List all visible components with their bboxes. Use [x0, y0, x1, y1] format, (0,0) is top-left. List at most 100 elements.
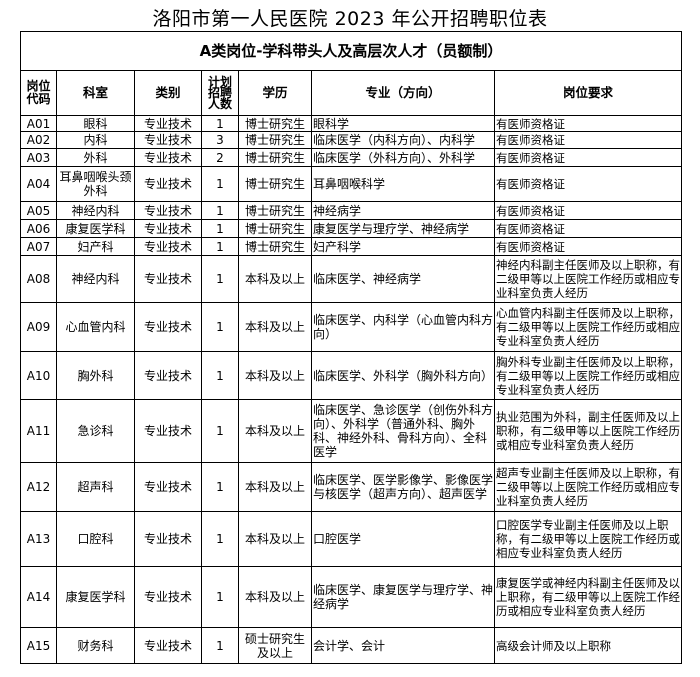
cell-edu: 本科及以上	[238, 462, 312, 512]
cell-code: A11	[20, 399, 57, 463]
cell-req: 执业范围为外科，副主任医师及以上职称，有二级甲等以上医院工作经历或相应专业科室负…	[493, 399, 683, 463]
cell-req: 神经内科副主任医师及以上职称，有二级甲等以上医院工作经历或相应专业科室负责人经历	[493, 255, 683, 303]
cell-edu: 本科及以上	[238, 302, 312, 352]
cell-req: 有医师资格证	[493, 148, 683, 167]
cell-edu: 博士研究生	[238, 166, 312, 202]
cell-type: 专业技术	[134, 131, 202, 149]
cell-major: 眼科学	[311, 115, 495, 132]
cell-count: 1	[201, 115, 239, 132]
cell-type: 专业技术	[134, 166, 202, 202]
cell-count: 1	[201, 399, 239, 463]
table-row: A06 康复医学科 专业技术 1 博士研究生 康复医学与理疗学、神经病学 有医师资格证	[20, 219, 683, 238]
cell-code: A06	[20, 219, 57, 238]
header-dept: 科室	[56, 70, 135, 116]
cell-edu: 博士研究生	[238, 237, 312, 256]
cell-type: 专业技术	[134, 566, 202, 628]
header-count: 计划招聘人数	[201, 70, 239, 116]
cell-code: A10	[20, 351, 57, 400]
table-row: A14 康复医学科 专业技术 1 本科及以上 临床医学、康复医学与理疗学、神经病学 康复医学…	[20, 566, 683, 628]
cell-req: 有医师资格证	[493, 237, 683, 256]
cell-type: 专业技术	[134, 462, 202, 512]
cell-dept: 超声科	[56, 462, 135, 512]
table-row: A11 急诊科 专业技术 1 本科及以上 临床医学、急诊医学（创伤外科方向）、外科学（普通…	[20, 399, 683, 463]
cell-code: A03	[20, 148, 57, 167]
header-edu: 学历	[238, 70, 312, 116]
cell-edu: 博士研究生	[238, 115, 312, 132]
cell-major: 耳鼻咽喉科学	[311, 166, 495, 202]
table-row: A09 心血管内科 专业技术 1 本科及以上 临床医学、内科学（心血管内科方向） 心血管内科…	[20, 302, 683, 352]
cell-edu: 硕士研究生及以上	[238, 627, 312, 664]
page-title: 洛阳市第一人民医院 2023 年公开招聘职位表	[152, 8, 548, 30]
cell-major: 临床医学、内科学（心血管内科方向）	[311, 302, 495, 352]
header-row: 岗位代码 科室 类别 计划招聘人数 学历 专业（方向） 岗位要求	[20, 70, 683, 116]
cell-code: A07	[20, 237, 57, 256]
cell-dept: 财务科	[56, 627, 135, 664]
table-row: A01 眼科 专业技术 1 博士研究生 眼科学 有医师资格证	[20, 115, 683, 132]
cell-type: 专业技术	[134, 511, 202, 567]
cell-edu: 博士研究生	[238, 201, 312, 220]
cell-req: 有医师资格证	[493, 131, 683, 149]
cell-code: A15	[20, 627, 57, 664]
cell-type: 专业技术	[134, 115, 202, 132]
cell-major: 神经病学	[311, 201, 495, 220]
cell-edu: 本科及以上	[238, 351, 312, 400]
cell-code: A14	[20, 566, 57, 628]
cell-major: 临床医学、康复医学与理疗学、神经病学	[311, 566, 495, 628]
table-row: A05 神经内科 专业技术 1 博士研究生 神经病学 有医师资格证	[20, 201, 683, 220]
table-row: A08 神经内科 专业技术 1 本科及以上 临床医学、神经病学 神经内科副主任医师及以上职称…	[20, 255, 683, 303]
table-row: A03 外科 专业技术 2 博士研究生 临床医学（外科方向）、外科学 有医师资格证	[20, 148, 683, 167]
cell-major: 临床医学、神经病学	[311, 255, 495, 303]
cell-dept: 胸外科	[56, 351, 135, 400]
cell-type: 专业技术	[134, 351, 202, 400]
header-req: 岗位要求	[493, 70, 683, 116]
cell-major: 妇产科学	[311, 237, 495, 256]
cell-major: 临床医学（内科方向）、内科学	[311, 131, 495, 149]
cell-count: 1	[201, 462, 239, 512]
cell-edu: 博士研究生	[238, 219, 312, 238]
cell-req: 康复医学或神经内科副主任医师及以上职称，有二级甲等以上医院工作经历或相应专业科室…	[493, 566, 683, 628]
cell-major: 口腔医学	[311, 511, 495, 567]
header-type: 类别	[134, 70, 202, 116]
table-row: A10 胸外科 专业技术 1 本科及以上 临床医学、外科学（胸外科方向） 胸外科专业副主任医…	[20, 351, 683, 400]
cell-dept: 神经内科	[56, 255, 135, 303]
cell-type: 专业技术	[134, 148, 202, 167]
cell-req: 有医师资格证	[493, 166, 683, 202]
cell-code: A04	[20, 166, 57, 202]
cell-dept: 口腔科	[56, 511, 135, 567]
cell-count: 1	[201, 302, 239, 352]
cell-dept: 内科	[56, 131, 135, 149]
cell-req: 超声专业副主任医师及以上职称，有二级甲等以上医院工作经历或相应专业科室负责人经历	[493, 462, 683, 512]
cell-count: 2	[201, 148, 239, 167]
cell-req: 有医师资格证	[493, 115, 683, 132]
cell-major: 临床医学（外科方向）、外科学	[311, 148, 495, 167]
cell-code: A13	[20, 511, 57, 567]
cell-edu: 本科及以上	[238, 399, 312, 463]
section-title: A类岗位-学科带头人及高层次人才（员额制）	[19, 31, 683, 71]
cell-count: 1	[201, 511, 239, 567]
cell-dept: 眼科	[56, 115, 135, 132]
cell-dept: 外科	[56, 148, 135, 167]
cell-count: 1	[201, 201, 239, 220]
cell-type: 专业技术	[134, 237, 202, 256]
cell-dept: 神经内科	[56, 201, 135, 220]
table-row: A02 内科 专业技术 3 博士研究生 临床医学（内科方向）、内科学 有医师资格证	[20, 131, 683, 149]
cell-type: 专业技术	[134, 627, 202, 664]
cell-dept: 康复医学科	[56, 566, 135, 628]
header-code: 岗位代码	[20, 70, 57, 116]
cell-req: 口腔医学专业副主任医师及以上职称，有二级甲等以上医院工作经历或相应专业科室负责人…	[493, 511, 683, 567]
cell-edu: 本科及以上	[238, 511, 312, 567]
cell-count: 3	[201, 131, 239, 149]
cell-code: A05	[20, 201, 57, 220]
cell-edu: 本科及以上	[238, 566, 312, 628]
cell-req: 心血管内科副主任医师及以上职称，有二级甲等以上医院工作经历或相应专业科室负责人经…	[493, 302, 683, 352]
table-row: A15 财务科 专业技术 1 硕士研究生及以上 会计学、会计 高级会计师及以上职称	[20, 627, 683, 664]
cell-edu: 博士研究生	[238, 148, 312, 167]
cell-count: 1	[201, 237, 239, 256]
cell-count: 1	[201, 219, 239, 238]
cell-req: 有医师资格证	[493, 219, 683, 238]
cell-edu: 博士研究生	[238, 131, 312, 149]
table-row: A07 妇产科 专业技术 1 博士研究生 妇产科学 有医师资格证	[20, 237, 683, 256]
cell-code: A01	[20, 115, 57, 132]
cell-req: 高级会计师及以上职称	[493, 627, 683, 664]
cell-dept: 心血管内科	[56, 302, 135, 352]
